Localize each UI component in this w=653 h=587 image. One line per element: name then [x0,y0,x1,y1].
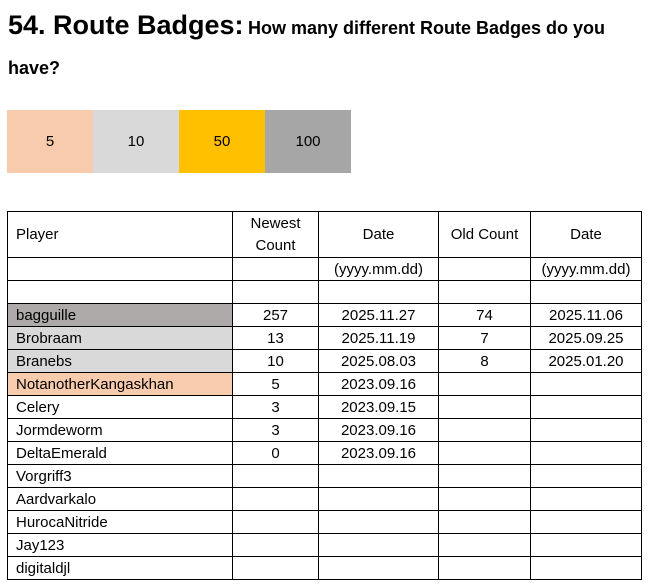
newest-date-cell [318,556,439,580]
newest-count-cell [232,487,319,511]
newest-count-cell: 13 [232,326,319,350]
player-cell: Vorgriff3 [7,464,233,488]
old-count-cell [438,418,531,442]
title-question: How many different Route Badges do you h… [8,18,606,78]
old-date-cell [530,372,642,396]
old-date-cell [530,556,642,580]
table-row: bagguille 257 2025.11.27 74 2025.11.06 [7,303,642,327]
old-date-cell [530,441,642,465]
badge-legend: 5 10 50 100 [7,110,351,173]
old-date-cell [530,395,642,419]
old-date-cell [530,464,642,488]
old-date-cell: 2025.09.25 [530,326,642,350]
old-count-cell [438,372,531,396]
newest-count-cell [232,533,319,557]
player-cell: Aardvarkalo [7,487,233,511]
badge-tier-10: 10 [93,110,179,173]
newest-date-cell [318,533,439,557]
blank-cell [318,280,439,304]
table-row: DeltaEmerald 0 2023.09.16 [7,441,642,465]
newest-count-cell [232,556,319,580]
newest-count-cell: 3 [232,418,319,442]
newest-date-cell [318,510,439,534]
player-cell: Branebs [7,349,233,373]
header-old-count: Old Count [438,211,531,258]
old-count-cell [438,556,531,580]
newest-count-cell: 0 [232,441,319,465]
leaderboard-table: Player Newest Count Date Old Count Date … [7,211,642,580]
badge-tier-100: 100 [265,110,351,173]
blank-row [7,280,642,304]
old-date-cell [530,487,642,511]
header-old-date: Date [530,211,642,258]
blank-cell [232,280,319,304]
newest-date-cell [318,464,439,488]
newest-count-cell [232,464,319,488]
blank-cell [7,280,233,304]
table-row: Jormdeworm 3 2023.09.16 [7,418,642,442]
subheader-cell [7,257,233,281]
table-row: Brobraam 13 2025.11.19 7 2025.09.25 [7,326,642,350]
newest-date-cell: 2023.09.16 [318,441,439,465]
table-row: Celery 3 2023.09.15 [7,395,642,419]
old-date-cell [530,510,642,534]
table-row: Vorgriff3 [7,464,642,488]
old-count-cell [438,441,531,465]
player-cell: HurocaNitride [7,510,233,534]
old-count-cell: 8 [438,349,531,373]
subheader-cell [438,257,531,281]
subheader-cell [232,257,319,281]
player-cell: bagguille [7,303,233,327]
header-newest-count: Newest Count [232,211,319,258]
table-row: Branebs 10 2025.08.03 8 2025.01.20 [7,349,642,373]
table-row: Jay123 [7,533,642,557]
table-row: digitaldjl [7,556,642,580]
newest-date-cell [318,487,439,511]
header-date: Date [318,211,439,258]
player-cell: Jay123 [7,533,233,557]
page-title: 54. Route Badges: How many different Rou… [8,6,648,89]
newest-date-cell: 2025.11.19 [318,326,439,350]
blank-cell [530,280,642,304]
subheader-row: (yyyy.mm.dd) (yyyy.mm.dd) [7,257,642,281]
newest-count-cell: 3 [232,395,319,419]
old-date-cell [530,418,642,442]
old-count-cell [438,487,531,511]
old-count-cell [438,510,531,534]
player-cell: Celery [7,395,233,419]
subheader-date-format: (yyyy.mm.dd) [318,257,439,281]
player-cell: DeltaEmerald [7,441,233,465]
badge-tier-5: 5 [7,110,93,173]
old-date-cell: 2025.01.20 [530,349,642,373]
newest-date-cell: 2023.09.15 [318,395,439,419]
subheader-date-format: (yyyy.mm.dd) [530,257,642,281]
old-count-cell [438,464,531,488]
blank-cell [438,280,531,304]
table-row: NotanotherKangaskhan 5 2023.09.16 [7,372,642,396]
newest-date-cell: 2025.11.27 [318,303,439,327]
player-cell: Brobraam [7,326,233,350]
newest-count-cell: 257 [232,303,319,327]
old-count-cell: 74 [438,303,531,327]
old-count-cell: 7 [438,326,531,350]
newest-count-cell: 10 [232,349,319,373]
newest-date-cell: 2025.08.03 [318,349,439,373]
table-row: Aardvarkalo [7,487,642,511]
old-count-cell [438,533,531,557]
header-row: Player Newest Count Date Old Count Date [7,211,642,258]
newest-date-cell: 2023.09.16 [318,418,439,442]
old-count-cell [438,395,531,419]
old-date-cell [530,533,642,557]
newest-count-cell [232,510,319,534]
player-cell: NotanotherKangaskhan [7,372,233,396]
player-cell: digitaldjl [7,556,233,580]
newest-count-cell: 5 [232,372,319,396]
header-player: Player [7,211,233,258]
newest-date-cell: 2023.09.16 [318,372,439,396]
badge-tier-50: 50 [179,110,265,173]
player-cell: Jormdeworm [7,418,233,442]
table-row: HurocaNitride [7,510,642,534]
old-date-cell: 2025.11.06 [530,303,642,327]
title-number: 54. Route Badges: [8,10,244,40]
